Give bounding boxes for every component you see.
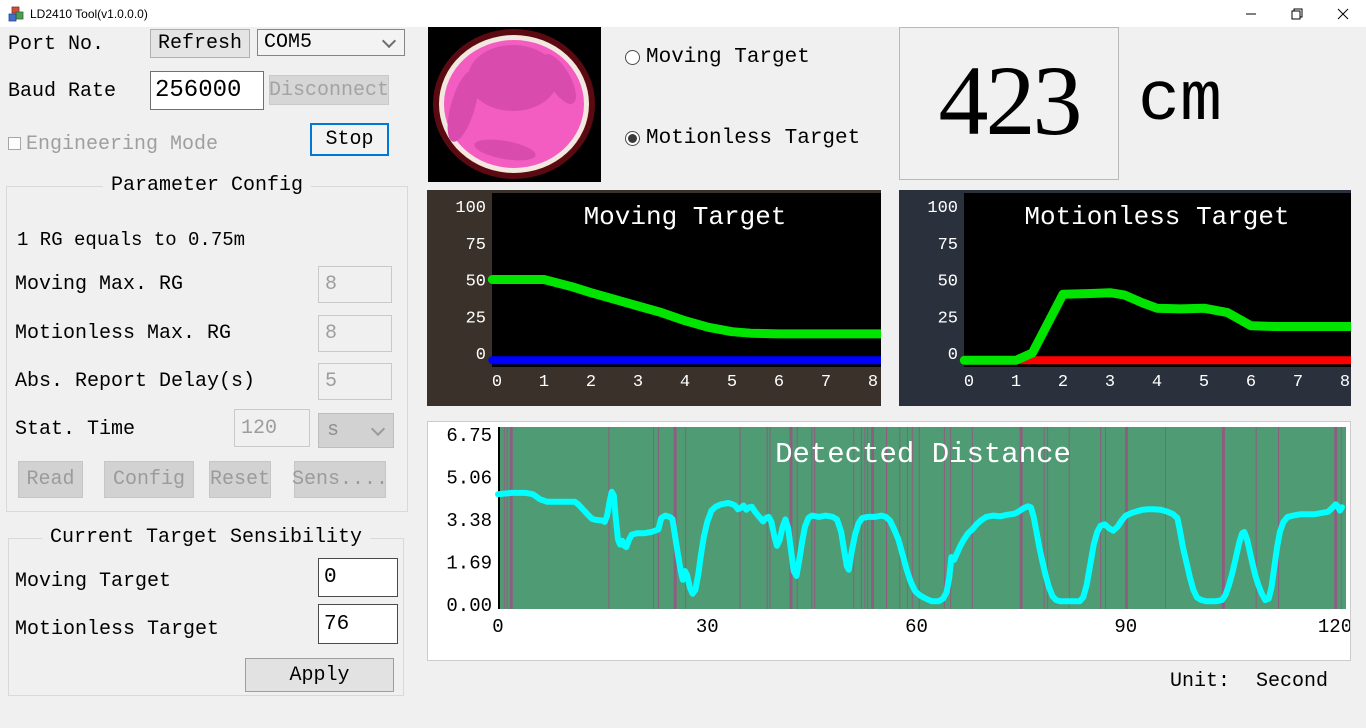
svg-text:0: 0 (476, 346, 486, 365)
svg-text:5: 5 (727, 373, 737, 392)
abs-report-delay-input[interactable] (318, 363, 392, 400)
svg-text:25: 25 (938, 309, 958, 328)
footer-unit: Unit: Second (1170, 670, 1328, 693)
svg-text:8: 8 (868, 373, 878, 392)
svg-text:2: 2 (1058, 373, 1068, 392)
moving-target-chart: 0 25 50 75 100 0 1 2 3 4 5 6 7 8 Moving Target (427, 190, 892, 406)
motionless-target-input[interactable] (318, 604, 398, 644)
svg-text:6: 6 (774, 373, 784, 392)
svg-text:4: 4 (680, 373, 690, 392)
stat-time-input[interactable] (234, 409, 310, 447)
parameter-config-group: Parameter Config 1 RG equals to 0.75m Mo… (6, 174, 408, 512)
detected-distance-chart: 0.00 1.69 3.38 5.06 6.75 0 30 60 90 120 Detected D… (427, 421, 1352, 661)
svg-text:30: 30 (696, 616, 719, 638)
svg-text:7: 7 (821, 373, 831, 392)
sensibility-group: Current Target Sensibility Moving Target… (8, 526, 404, 696)
stat-time-label: Stat. Time (15, 418, 136, 441)
stop-button[interactable]: Stop (310, 123, 389, 156)
read-button[interactable]: Read (18, 461, 83, 498)
svg-text:3: 3 (633, 373, 643, 392)
svg-text:75: 75 (938, 236, 958, 255)
engineering-mode-label: Engineering Mode (26, 133, 219, 156)
distance-value: 423 (938, 45, 1083, 156)
svg-text:90: 90 (1114, 616, 1137, 638)
restore-button[interactable] (1274, 0, 1320, 27)
svg-text:2: 2 (586, 373, 596, 392)
distance-unit: cm (1138, 62, 1223, 141)
distance-display: 423 (899, 27, 1119, 180)
svg-text:8: 8 (1340, 373, 1350, 392)
stat-time-unit-select[interactable]: s (318, 413, 394, 448)
rg-note: 1 RG equals to 0.75m (17, 229, 246, 251)
svg-text:0: 0 (492, 616, 503, 638)
moving-max-rg-input[interactable] (318, 266, 392, 303)
minimize-button[interactable] (1228, 0, 1274, 27)
motionless-max-rg-label: Motionless Max. RG (15, 322, 232, 345)
moving-max-rg-label: Moving Max. RG (15, 273, 184, 296)
app-icon (8, 6, 24, 22)
svg-text:60: 60 (905, 616, 928, 638)
port-label: Port No. (8, 33, 105, 56)
close-icon[interactable] (1320, 0, 1366, 27)
parameter-config-title: Parameter Config (102, 174, 312, 197)
svg-text:6.75: 6.75 (446, 425, 492, 447)
svg-text:100: 100 (927, 199, 958, 218)
svg-text:0: 0 (964, 373, 974, 392)
svg-text:1: 1 (1011, 373, 1021, 392)
disconnect-button[interactable]: Disconnect (269, 75, 389, 105)
baud-rate-input[interactable] (150, 71, 264, 110)
moving-target-label: Moving Target (15, 570, 172, 593)
svg-text:7: 7 (1293, 373, 1303, 392)
svg-text:0.00: 0.00 (446, 595, 492, 617)
abs-report-delay-label: Abs. Report Delay(s) (15, 370, 256, 393)
motionless-max-rg-input[interactable] (318, 315, 392, 352)
svg-text:6: 6 (1246, 373, 1256, 392)
svg-text:1: 1 (539, 373, 549, 392)
stat-time-unit-value: s (327, 419, 340, 442)
svg-text:Motionless Target: Motionless Target (1024, 202, 1289, 232)
sensibility-title: Current Target Sensibility (41, 526, 371, 549)
config-button[interactable]: Config (104, 461, 194, 498)
port-select[interactable]: COM5 (257, 29, 405, 56)
motionless-target-label: Motionless Target (15, 618, 220, 641)
svg-text:50: 50 (466, 273, 486, 292)
svg-text:120: 120 (1318, 616, 1350, 638)
unit-value: Second (1256, 670, 1329, 693)
radar-image (428, 27, 601, 182)
chevron-down-icon (370, 421, 386, 436)
svg-text:Detected Distance: Detected Distance (775, 438, 1071, 471)
engineering-mode-checkbox[interactable] (8, 137, 21, 150)
radio-moving-target[interactable] (625, 50, 640, 65)
title-bar: LD2410 Tool(v1.0.0.0) (0, 0, 1366, 27)
svg-text:5.06: 5.06 (446, 468, 492, 490)
svg-text:25: 25 (466, 309, 486, 328)
moving-target-input[interactable] (318, 558, 398, 597)
motionless-target-chart: 0 25 50 75 100 0 1 2 3 4 5 6 7 8 Motionless Target (899, 190, 1364, 406)
radio-moving-target-label: Moving Target (646, 46, 810, 69)
svg-text:3: 3 (1105, 373, 1115, 392)
window-title: LD2410 Tool(v1.0.0.0) (30, 6, 148, 21)
svg-text:3.38: 3.38 (446, 510, 492, 532)
refresh-button[interactable]: Refresh (150, 29, 250, 58)
svg-text:Moving Target: Moving Target (584, 202, 787, 232)
unit-label: Unit: (1170, 670, 1231, 693)
sens-button[interactable]: Sens.... (292, 461, 388, 498)
svg-text:0: 0 (492, 373, 502, 392)
svg-text:1.69: 1.69 (446, 552, 492, 574)
svg-text:75: 75 (466, 236, 486, 255)
chevron-down-icon (381, 33, 397, 48)
svg-text:5: 5 (1199, 373, 1209, 392)
svg-text:100: 100 (455, 199, 486, 218)
svg-text:4: 4 (1152, 373, 1162, 392)
apply-button[interactable]: Apply (245, 658, 394, 692)
baud-rate-label: Baud Rate (8, 80, 117, 103)
svg-text:50: 50 (938, 273, 958, 292)
radio-motionless-target-label: Motionless Target (646, 127, 861, 150)
svg-text:0: 0 (948, 346, 958, 365)
port-select-value: COM5 (264, 31, 313, 54)
radio-motionless-target[interactable] (625, 131, 640, 146)
reset-button[interactable]: Reset (209, 461, 271, 498)
